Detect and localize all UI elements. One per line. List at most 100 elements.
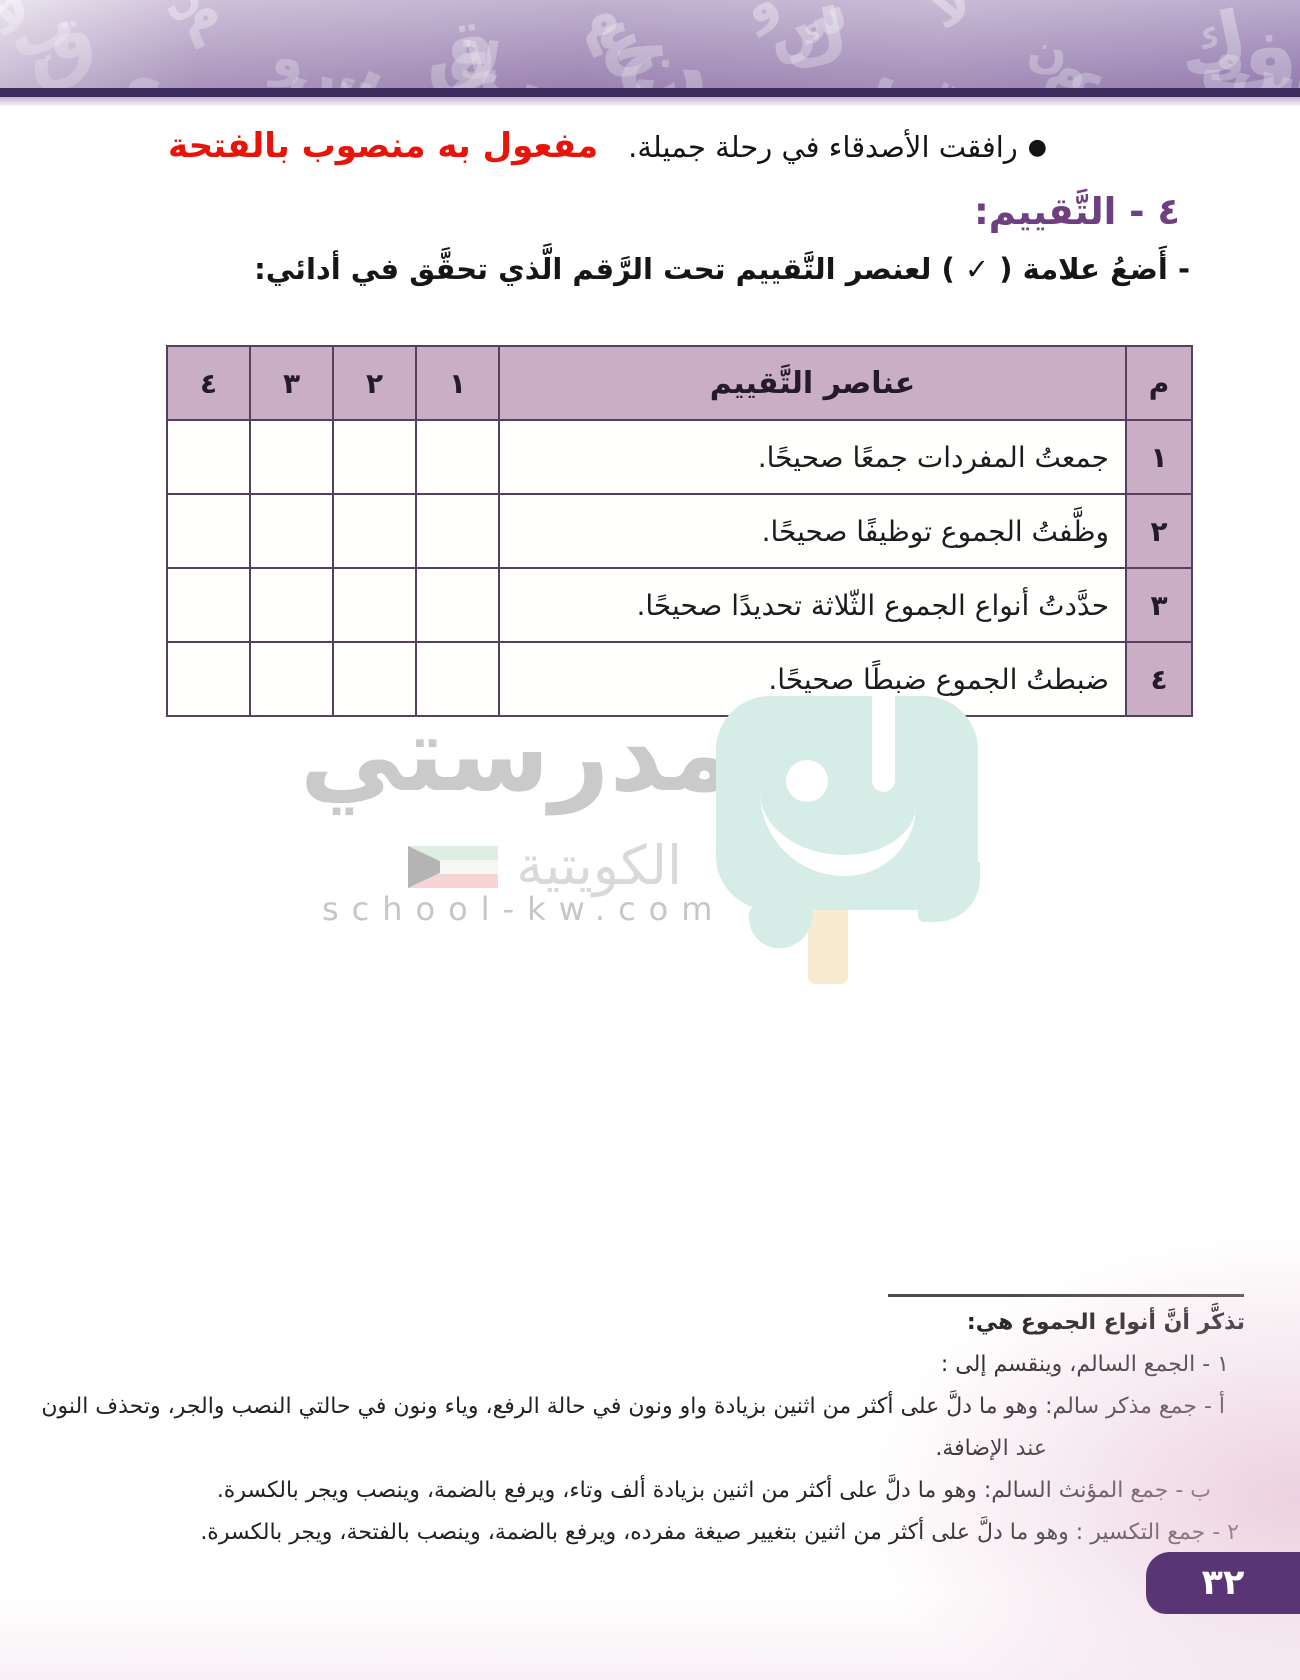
criteria-cell: ضبطتُ الجموع ضبطًا صحيحًا. [498,641,1127,717]
calligraphy-glyph: م [166,0,231,52]
check-cell[interactable] [166,641,251,717]
section-title: ٤ - التَّقييم: [973,190,1180,233]
check-cell[interactable] [166,567,251,643]
calligraphy-glyph: ب [865,35,956,88]
calligraphy-glyph: ق [416,0,503,88]
footnote-item-2: ٢ - جمع التكسير : وهو ما دلَّ على أكثر م… [200,1520,1239,1545]
calligraphy-glyph: ك [295,41,392,88]
calligraphy-glyph: لا [921,0,983,42]
criteria-cell: وظَّفتُ الجموع توظيفًا صحيحًا. [498,493,1127,569]
calligraphy-glyph: لا [456,28,505,88]
calligraphy-glyph: ق [878,44,983,88]
mascot-vertical-bar [872,696,895,792]
bullet-icon: ● [1027,135,1047,160]
calligraphy-glyph: ك [1169,0,1257,88]
row-index: ٤ [1125,641,1193,717]
table-row: ٣ حدَّدتُ أنواع الجموع الثّلاثة تحديدًا … [166,567,1193,643]
check-cell[interactable] [332,641,417,717]
calligraphy-pattern-band: غعوقمفبنكلاحسغعوقمفبنكلاحسغعوقمفبنكلاحس [0,0,1300,88]
watermark-subtitle: الكويتية [516,834,682,897]
page-number: ٣٢ [1201,1563,1245,1603]
page-number-badge: ٣٢ [1146,1552,1300,1614]
row-index: ٢ [1125,493,1193,569]
check-cell[interactable] [249,641,334,717]
calligraphy-glyph: غ [889,58,1000,88]
calligraphy-glyph: غ [0,0,12,23]
check-cell[interactable] [332,493,417,569]
check-cell[interactable] [166,493,251,569]
mascot-smile [760,792,916,876]
calligraphy-glyph: و [731,0,788,37]
col-header-index: م [1125,345,1193,421]
calligraphy-glyph: ف [705,44,848,88]
header-dark-stripe [0,88,1300,97]
flag-red-stripe [408,874,498,888]
bottom-wash [0,1590,1300,1680]
col-header-2: ٢ [332,345,417,421]
col-header-4: ٤ [166,345,251,421]
calligraphy-glyph: ح [120,51,221,88]
calligraphy-glyph: ح [1065,49,1161,88]
mascot-body [716,696,978,910]
footnote-intro: تذكَّر أنَّ أنواع الجموع هي: [966,1310,1245,1335]
calligraphy-glyph: ن [1025,22,1069,81]
calligraphy-glyph: و [1213,24,1249,84]
calligraphy-glyph: س [1227,27,1300,88]
calligraphy-glyph: ق [20,0,103,88]
header-fade-strip [0,97,1300,106]
calligraphy-glyph: ع [107,43,184,88]
calligraphy-glyph: س [753,0,858,70]
footnote-item-1: ١ - الجمع السالم، وينقسم إلى : [940,1352,1229,1377]
watermark-url: school-kw.com [322,890,726,928]
check-cell[interactable] [249,419,334,495]
check-cell[interactable] [249,567,334,643]
calligraphy-glyph: ك [773,0,857,87]
calligraphy-glyph: م [1039,31,1096,88]
calligraphy-glyph: غ [442,15,505,89]
check-cell[interactable] [332,567,417,643]
col-header-1: ١ [415,345,500,421]
calligraphy-glyph: ح [607,3,676,88]
check-cell[interactable] [249,493,334,569]
criteria-cell: حدَّدتُ أنواع الجموع الثّلاثة تحديدًا صح… [498,567,1127,643]
footnote-item-1b: ب - جمع المؤنث السالم: وهو ما دلَّ على أ… [216,1478,1211,1503]
grammar-annotation: مفعول به منصوب بالفتحة [168,126,599,166]
example-line: ● رافقت الأصدقاء في رحلة جميلة. مفعول به م… [168,126,1047,166]
calligraphy-glyph: ب [0,0,85,76]
evaluation-table: م عناصر التَّقييم ١ ٢ ٣ ٤ ١ جمعتُ المفرد… [166,345,1193,717]
calligraphy-glyph: م [561,0,631,60]
calligraphy-glyph: س [283,29,386,88]
footnote-divider [888,1294,1244,1297]
table-row: ٢ وظَّفتُ الجموع توظيفًا صحيحًا. [166,493,1193,569]
col-header-criteria: عناصر التَّقييم [498,345,1127,421]
row-index: ١ [1125,419,1193,495]
check-cell[interactable] [415,419,500,495]
table-row: ٤ ضبطتُ الجموع ضبطًا صحيحًا. [166,641,1193,717]
example-sentence: رافقت الأصدقاء في رحلة جميلة. [628,130,1018,164]
mascot-popsicle-icon [712,686,997,986]
kuwait-flag-icon [408,846,498,888]
calligraphy-glyph: لا [0,0,43,49]
calligraphy-glyph: ن [148,0,209,29]
check-cell[interactable] [332,419,417,495]
watermark-title: مدرستي [299,693,734,815]
flag-green-stripe [408,846,498,860]
col-header-3: ٣ [249,345,334,421]
table-header-row: م عناصر التَّقييم ١ ٢ ٣ ٤ [166,345,1193,421]
footnote-item-1a: أ - جمع مذكر سالم: وهو ما دلَّ على أكثر … [41,1394,1225,1419]
calligraphy-glyph: ن [628,14,714,88]
calligraphy-glyph: ف [310,43,447,88]
check-cell[interactable] [166,419,251,495]
check-cell[interactable] [415,567,500,643]
calligraphy-glyph: و [268,27,308,88]
footnote-item-1a-cont: عند الإضافة. [935,1436,1047,1461]
calligraphy-glyph: ع [1052,40,1126,88]
check-cell[interactable] [415,641,500,717]
calligraphy-glyph: ع [583,0,652,83]
check-cell[interactable] [415,493,500,569]
table-row: ١ جمعتُ المفردات جمعًا صحيحًا. [166,419,1193,495]
calligraphy-glyph: ف [1194,7,1300,88]
calligraphy-glyph: ب [470,33,555,88]
section-instruction: - أَضعُ علامة ( ✓ ) لعنصر التَّقييم تحت … [254,252,1190,286]
